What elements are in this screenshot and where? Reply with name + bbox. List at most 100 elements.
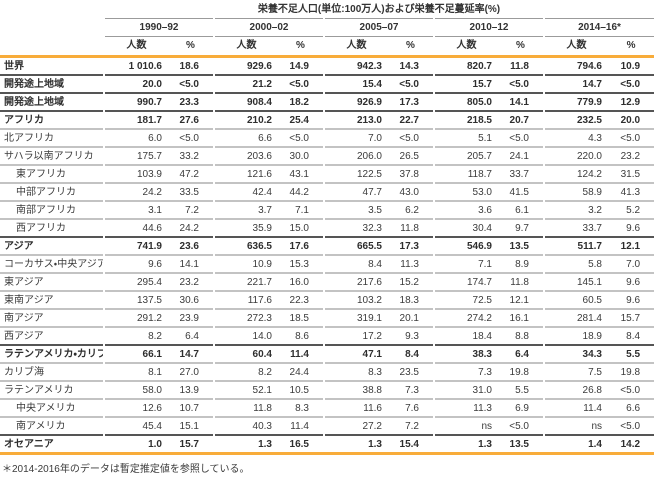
- count-cell: 4.3: [543, 128, 608, 147]
- table-row: 世界 1 010.6 18.6 929.6 14.9 942.3 14.3 820.7 11.8…: [0, 56, 654, 75]
- count-cell: 40.3: [213, 416, 278, 435]
- percent-cell: 25.4: [278, 110, 324, 129]
- count-cell: 319.1: [323, 308, 388, 327]
- region-name-cell: カリブ海: [0, 362, 104, 381]
- count-cell: 1.3: [433, 434, 498, 454]
- count-cell: 213.0: [323, 110, 388, 129]
- region-name-cell: 南部アフリカ: [0, 200, 104, 219]
- region-name-cell: 中部アフリカ: [0, 182, 104, 201]
- count-cell: 44.6: [103, 218, 168, 237]
- count-cell: 72.5: [433, 290, 498, 309]
- count-cell: 38.8: [323, 380, 388, 399]
- count-cell: 3.6: [433, 200, 498, 219]
- percent-cell: 8.9: [498, 254, 544, 273]
- period-header: 2010–12: [433, 18, 544, 37]
- count-cell: 926.9: [323, 92, 388, 111]
- region-name-cell: 東アフリカ: [0, 164, 104, 183]
- percent-cell: 13.5: [498, 236, 544, 255]
- percent-cell: 27.6: [168, 110, 214, 129]
- table-row: 南部アフリカ 3.1 7.2 3.7 7.1 3.5 6.2 3.6 6.1 3.2 5.2: [0, 200, 654, 219]
- table-row: 開発途上地域 990.7 23.3 908.4 18.2 926.9 17.3 805.0 14…: [0, 92, 654, 111]
- count-cell: 18.9: [543, 326, 608, 345]
- percent-cell: 6.2: [388, 200, 434, 219]
- count-cell: 52.1: [213, 380, 278, 399]
- count-column-header: 人数: [323, 36, 388, 58]
- percent-cell: 17.6: [278, 236, 324, 255]
- table-row: 南アジア 291.2 23.9 272.3 18.5 319.1 20.1 274.2 16.1…: [0, 308, 654, 327]
- percent-cell: 9.7: [498, 218, 544, 237]
- count-cell: 175.7: [103, 146, 168, 165]
- table-row: サハラ以南アフリカ 175.7 33.2 203.6 30.0 206.0 26.5 205.…: [0, 146, 654, 165]
- table-row: 東アジア 295.4 23.2 221.7 16.0 217.6 15.2 174.7 11.8…: [0, 272, 654, 291]
- percent-cell: 14.9: [289, 61, 309, 72]
- percent-cell: <5.0: [498, 74, 544, 93]
- percent-cell: 37.8: [388, 164, 434, 183]
- count-column-header: 人数: [433, 36, 498, 58]
- percent-cell: 30.6: [168, 290, 214, 309]
- count-cell: 137.5: [103, 290, 168, 309]
- count-cell: 60.4: [213, 344, 278, 363]
- percent-cell: 33.7: [498, 164, 544, 183]
- count-cell: 12.6: [103, 398, 168, 417]
- percent-cell: <5.0: [388, 74, 434, 93]
- count-cell: 31.0: [433, 380, 498, 399]
- region-name-cell: オセアニア: [0, 434, 104, 454]
- region-name-cell: 開発途上地域: [0, 74, 104, 93]
- count-cell: 14.7: [543, 74, 608, 93]
- count-cell: 1.0: [103, 434, 168, 454]
- count-cell: 7.0: [323, 128, 388, 147]
- percent-cell: 15.2: [388, 272, 434, 291]
- table-row: ラテンアメリカ 58.0 13.9 52.1 10.5 38.8 7.3 31.0 5.5 26.…: [0, 380, 654, 399]
- region-name-cell: 北アフリカ: [0, 128, 104, 147]
- count-cell: 7.5: [543, 362, 608, 381]
- count-cell: 210.2: [213, 110, 278, 129]
- count-cell: 18.4: [433, 326, 498, 345]
- percent-cell: 16.0: [278, 272, 324, 291]
- percent-cell: <5.0: [608, 380, 654, 399]
- count-cell: 58.9: [543, 182, 608, 201]
- percent-cell: 11.4: [278, 344, 324, 363]
- percent-cell: 15.1: [168, 416, 214, 435]
- percent-cell: 14.2: [608, 434, 654, 454]
- count-cell: 60.5: [543, 290, 608, 309]
- percent-cell: 16.1: [498, 308, 544, 327]
- count-cell: 295.4: [103, 272, 168, 291]
- percent-cell: 7.1: [278, 200, 324, 219]
- count-cell: 274.2: [433, 308, 498, 327]
- table-row: 西アフリカ 44.6 24.2 35.9 15.0 32.3 11.8 30.4 9.7 33.7…: [0, 218, 654, 237]
- percent-cell: 14.1: [168, 254, 214, 273]
- percent-cell: 18.5: [278, 308, 324, 327]
- count-cell: 6.6: [213, 128, 278, 147]
- percent-cell: 15.3: [278, 254, 324, 273]
- percent-cell: 10.7: [168, 398, 214, 417]
- percent-cell: 24.1: [498, 146, 544, 165]
- percent-cell: 17.3: [388, 236, 434, 255]
- percent-cell: 23.6: [168, 236, 214, 255]
- count-cell: 990.7: [103, 92, 168, 111]
- region-name-cell: 開発途上地域: [0, 92, 104, 111]
- percent-cell: <5.0: [608, 128, 654, 147]
- count-cell: 1 010.6: [103, 56, 168, 75]
- percent-cell: 15.4: [388, 434, 434, 454]
- count-cell: 35.9: [213, 218, 278, 237]
- region-name-cell: 南アメリカ: [0, 416, 104, 435]
- count-cell: 47.7: [323, 182, 388, 201]
- percent-cell: 9.3: [388, 326, 434, 345]
- percent-cell: 18.6: [179, 61, 199, 72]
- period-header: 1990–92: [103, 18, 214, 37]
- table-row: 南アメリカ 45.4 15.1 40.3 11.4 27.2 7.2 ns <5.0 ns <5.0: [0, 416, 654, 435]
- count-cell: 205.7: [433, 146, 498, 165]
- count-cell: 11.3: [433, 398, 498, 417]
- percent-cell: 14.3: [399, 61, 419, 72]
- count-cell: 47.1: [323, 344, 388, 363]
- count-cell: 7.1: [433, 254, 498, 273]
- percent-cell: 12.9: [608, 92, 654, 111]
- count-cell: 21.2: [213, 74, 278, 93]
- percent-cell: 8.4: [608, 326, 654, 345]
- percent-cell: 18.2: [278, 92, 324, 111]
- percent-cell: 33.5: [168, 182, 214, 201]
- count-cell: 118.7: [433, 164, 498, 183]
- count-cell: 30.4: [433, 218, 498, 237]
- percent-cell: 13.9: [168, 380, 214, 399]
- percent-cell: 23.9: [168, 308, 214, 327]
